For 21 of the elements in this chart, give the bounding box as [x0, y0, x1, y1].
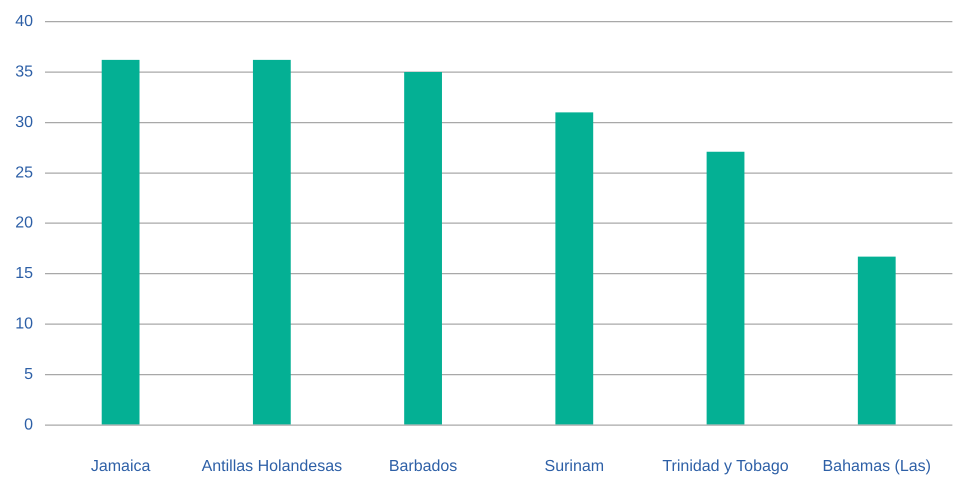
y-tick-label: 30	[15, 114, 34, 131]
y-tick-label: 0	[24, 416, 34, 434]
x-tick-label: Antillas Holandesas	[202, 458, 342, 476]
bar	[706, 152, 744, 424]
x-tick-label: Surinam	[544, 458, 604, 476]
x-tick-label: Jamaica	[90, 458, 151, 476]
y-tick-label: 35	[15, 63, 34, 80]
bar	[252, 60, 291, 424]
bar	[858, 256, 896, 424]
x-tick-label: Barbados	[388, 458, 458, 476]
y-tick-label: 5	[24, 366, 34, 383]
y-tick-label: 10	[15, 316, 34, 333]
bar	[555, 112, 594, 424]
x-tick-label: Trinidad y Tobago	[662, 458, 789, 476]
y-tick-label: 15	[15, 265, 34, 282]
y-tick-label: 20	[15, 214, 34, 232]
y-tick-label: 25	[15, 164, 34, 182]
bar	[102, 60, 140, 424]
bar	[404, 72, 442, 424]
x-tick-label: Bahamas (Las)	[822, 458, 932, 476]
y-tick-label: 40	[15, 13, 34, 30]
